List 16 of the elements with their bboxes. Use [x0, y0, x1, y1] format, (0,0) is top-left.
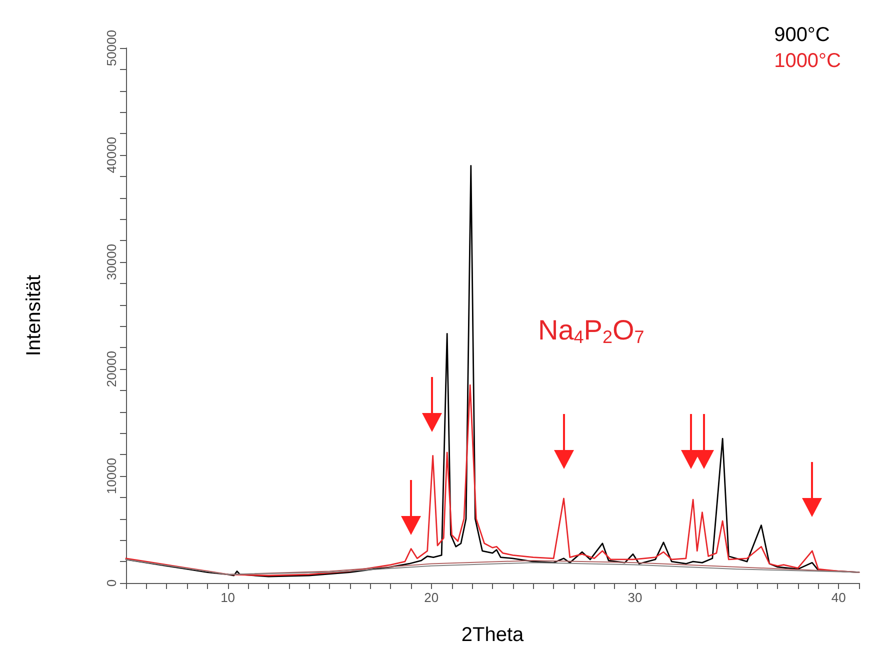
- y-axis-title: Intensität: [23, 274, 45, 356]
- x-tick-label: 10: [220, 590, 236, 605]
- y-tick-label: 20000: [104, 350, 119, 388]
- text: 900°C: [774, 24, 830, 46]
- line-series: [126, 558, 860, 575]
- x-tick-label: 30: [628, 590, 642, 605]
- y-tick-label: 0: [104, 579, 119, 587]
- x-tick-label: 20: [424, 590, 439, 605]
- text: 1000°C: [774, 50, 842, 72]
- line-series: [125, 384, 860, 576]
- y-tick-label: 40000: [104, 136, 119, 174]
- y-tick-label: 10000: [104, 458, 119, 494]
- y-tick-label: 30000: [104, 244, 119, 280]
- x-axis-title: 2Theta: [461, 624, 525, 646]
- x-tick-label: 40: [831, 590, 846, 605]
- y-tick-label: 50000: [104, 30, 119, 66]
